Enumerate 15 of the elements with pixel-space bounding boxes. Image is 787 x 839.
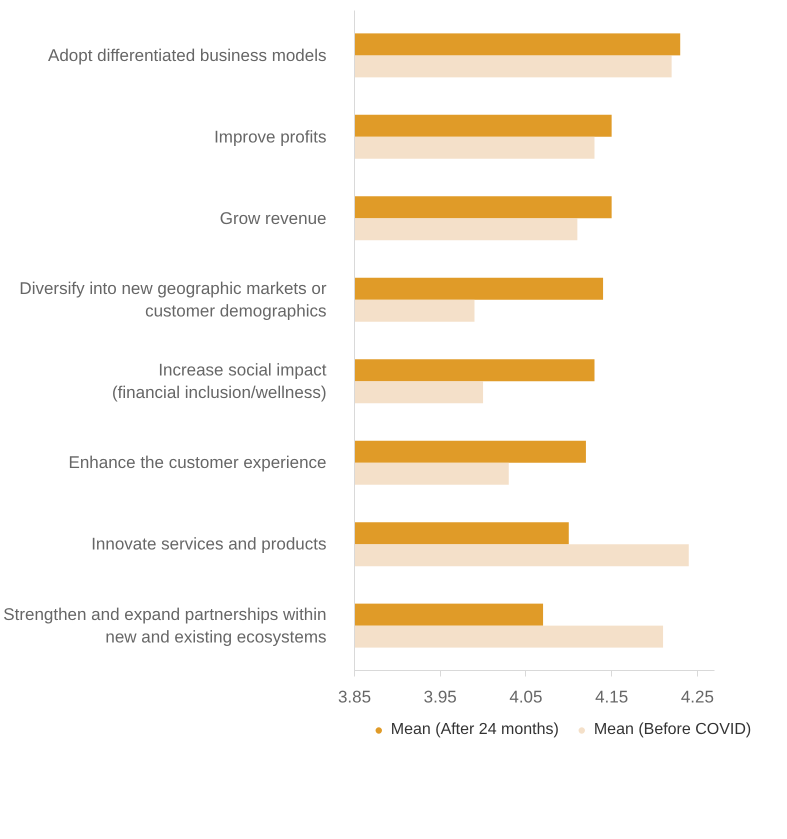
y-tick-label: Adopt differentiated business models — [48, 46, 327, 65]
y-tick-label: Improve profits — [214, 127, 327, 146]
y-tick-label: Enhance the customer experience — [68, 453, 327, 472]
x-tick-label: 3.85 — [338, 688, 372, 706]
y-tick-label: Diversify into new geographic markets or customer demographics — [19, 278, 327, 321]
y-tick-label: Strengthen and expand partnerships within new and existing ecosystems — [3, 604, 327, 647]
y-tick-label: Increase social impact (financial inclusion/wellness) — [112, 360, 327, 402]
x-tick-label: 4.15 — [595, 688, 628, 706]
y-tick-label: Grow revenue — [220, 208, 327, 228]
x-tick-label: 4.05 — [509, 688, 542, 706]
legend-label: Mean (Before COVID) — [594, 721, 752, 739]
x-tick-label: 4.25 — [680, 688, 714, 706]
x-tick-label: 3.95 — [424, 688, 457, 706]
legend-label: Mean (After 24 months) — [390, 721, 559, 739]
y-tick-label: Innovate services and products — [91, 534, 327, 554]
